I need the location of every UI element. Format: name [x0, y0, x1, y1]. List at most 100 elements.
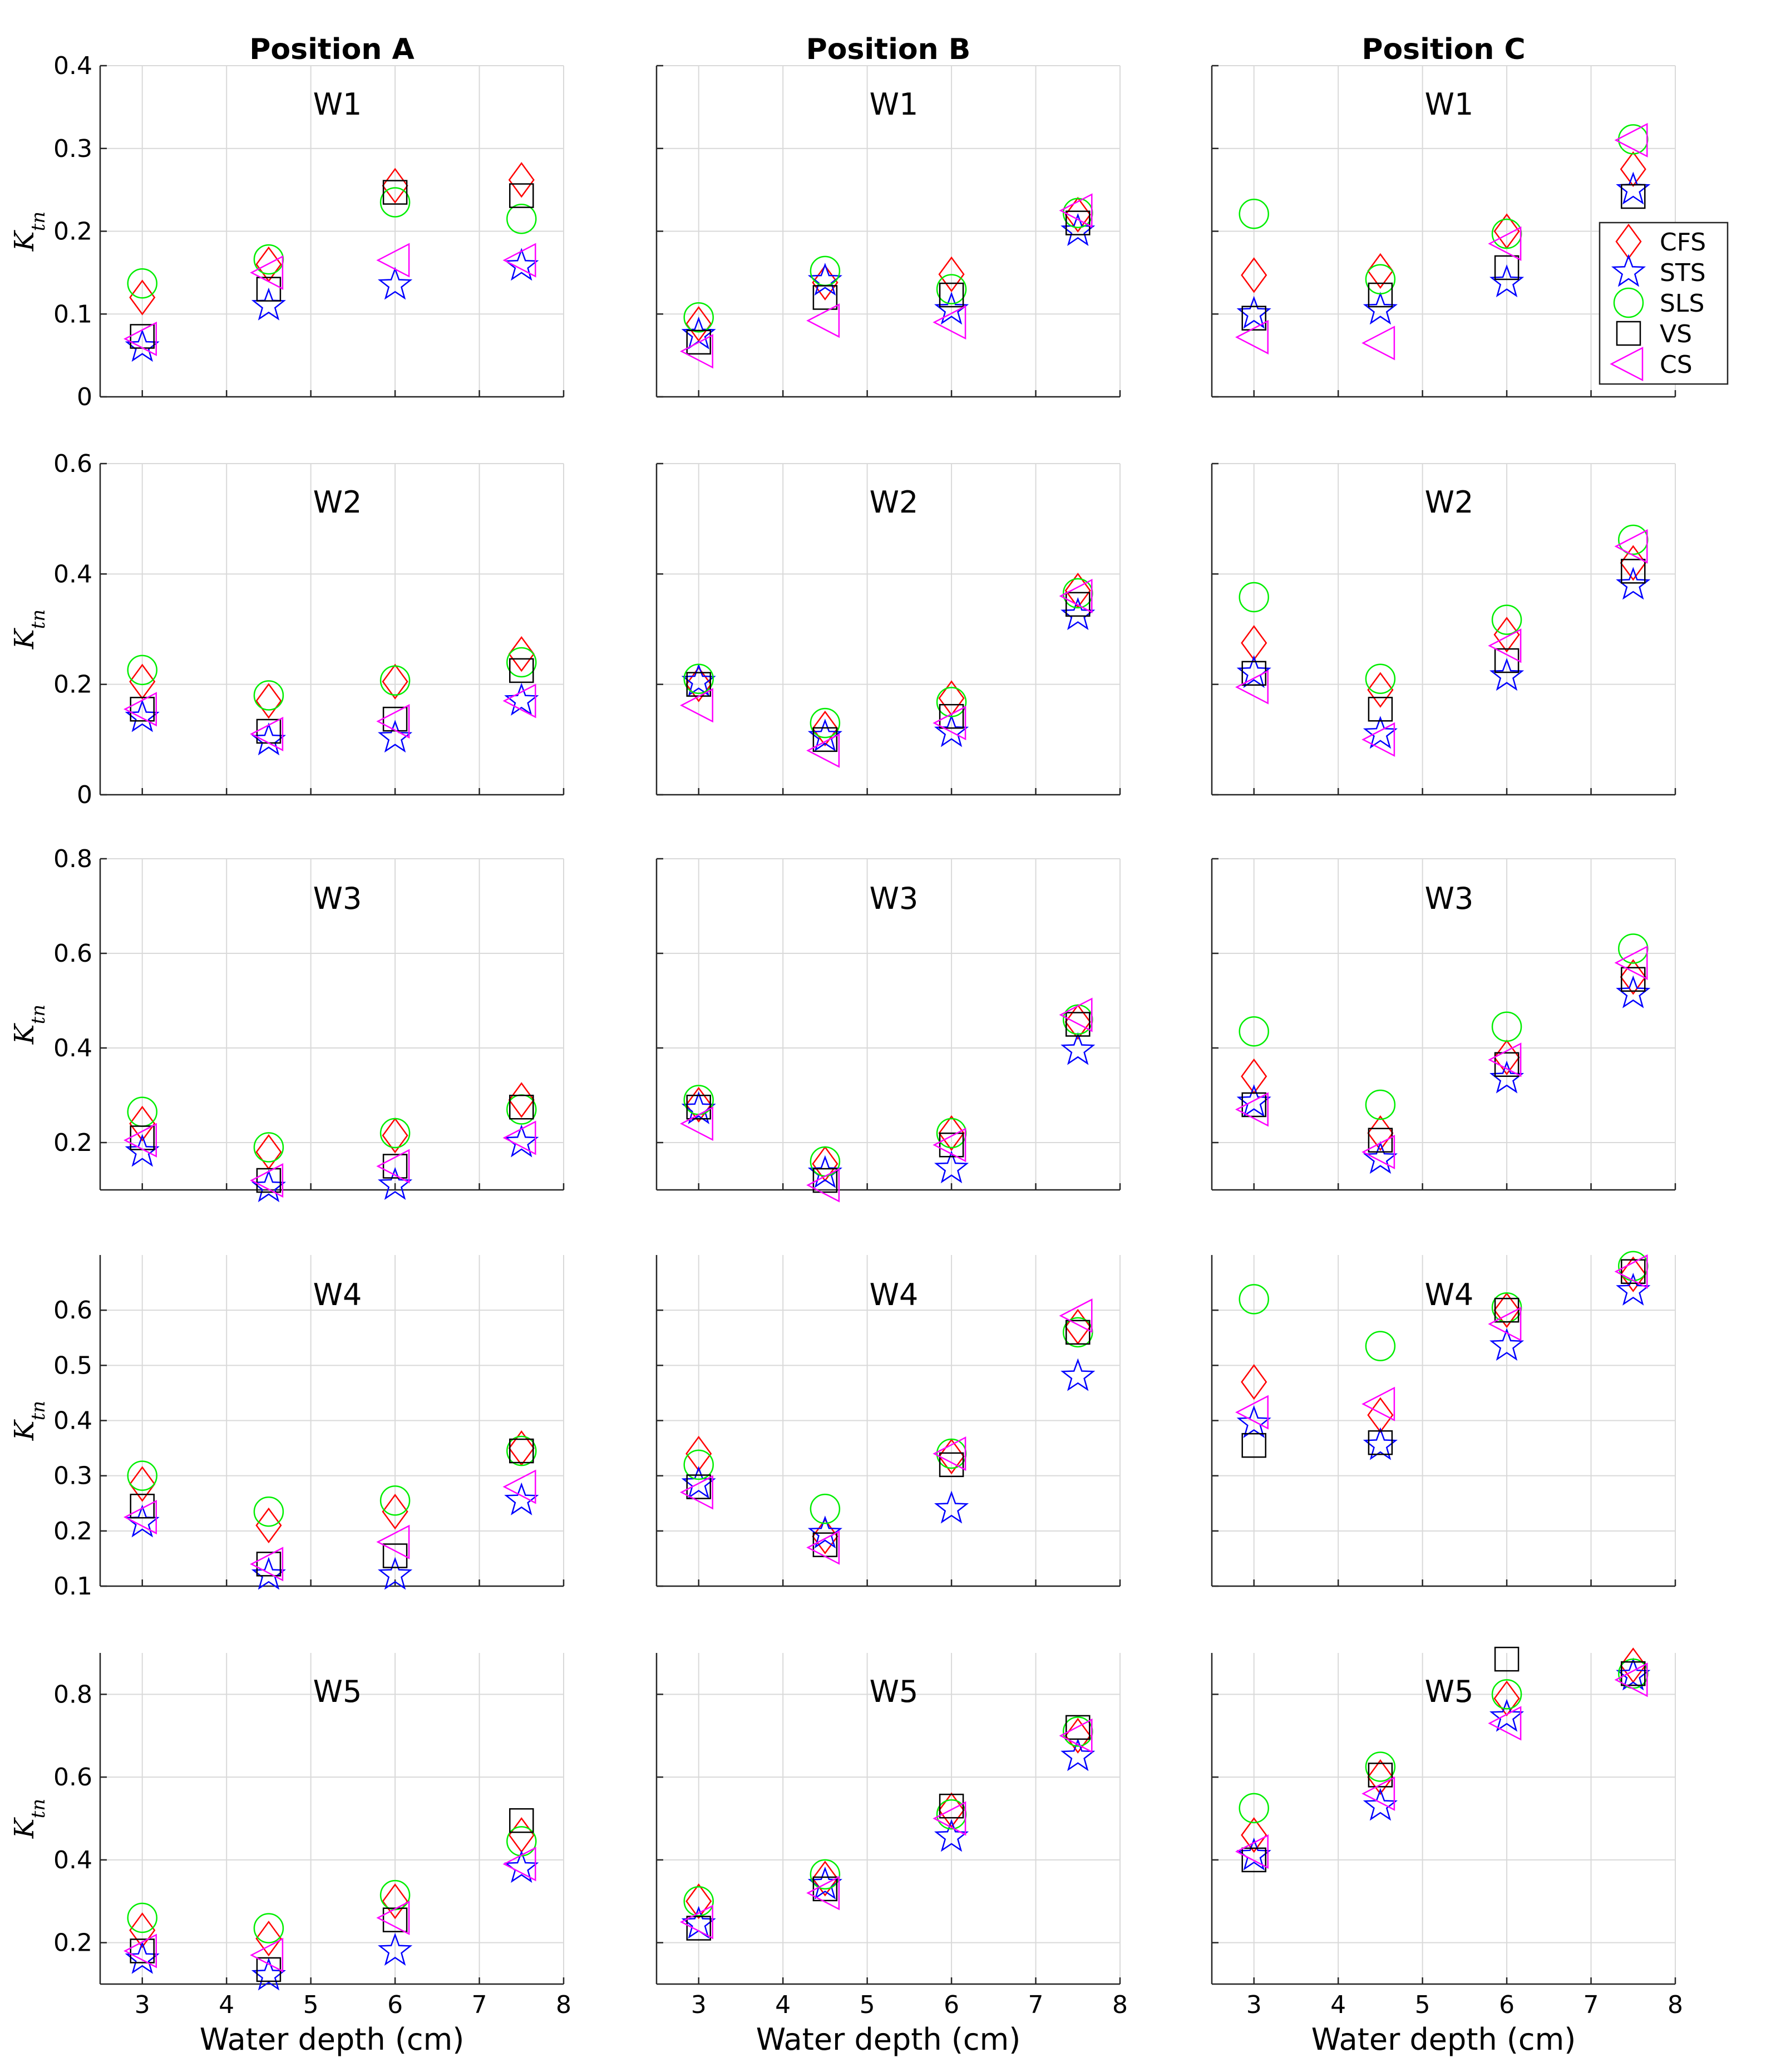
x-axis-label: Water depth (cm)	[1311, 2022, 1576, 2057]
x-tick-label: 7	[1583, 1991, 1599, 2019]
marker-sts	[681, 316, 716, 350]
wave-label: W3	[1425, 881, 1474, 916]
marker-vs	[939, 1452, 964, 1478]
marker-vs	[686, 329, 711, 355]
y-tick-label: 0.2	[53, 1129, 92, 1157]
marker-cfs	[1493, 1039, 1520, 1076]
marker-vs	[812, 285, 838, 310]
marker-sts	[934, 1490, 969, 1524]
panel-1-2: Position B W1	[655, 33, 1121, 398]
marker-cfs	[129, 279, 156, 316]
marker-cs	[502, 683, 536, 718]
marker-vs	[1065, 592, 1091, 617]
y-tick-label: 0.6	[53, 450, 92, 478]
marker-sts	[807, 1515, 842, 1549]
marker-cs	[1361, 326, 1395, 361]
marker-sls	[1239, 1016, 1269, 1047]
marker-cs	[1361, 722, 1395, 757]
marker-cfs	[1367, 1397, 1394, 1433]
panel-1-1: 0 0.1 0.2 0.3 0.4 Position A W1 Ktn	[9, 33, 565, 411]
marker-cs	[1361, 1134, 1395, 1170]
marker-sts	[251, 1169, 286, 1203]
marker-vs	[686, 1474, 711, 1499]
marker-cfs	[255, 683, 282, 719]
legend-label-vs: VS	[1660, 320, 1692, 348]
marker-sls	[253, 1132, 284, 1163]
panel-5-3: 3 4 5 6 7 8 Water depth (cm) W5	[1211, 1646, 1683, 2057]
x-tick-label: 8	[556, 1991, 571, 2019]
marker-sts	[251, 722, 286, 756]
panel-3-1: 0.2 0.4 0.6 0.8 W3 Ktn	[9, 845, 565, 1203]
wave-label: W4	[1425, 1277, 1474, 1312]
marker-vs	[509, 1808, 534, 1833]
marker-cs	[124, 692, 157, 727]
marker-vs	[256, 277, 282, 302]
marker-cs	[806, 733, 840, 768]
marker-vs	[812, 1168, 838, 1193]
wave-label: W1	[313, 87, 362, 122]
marker-cs	[680, 1106, 713, 1141]
marker-cs	[124, 321, 157, 356]
marker-vs	[256, 1168, 282, 1193]
marker-cs	[933, 305, 966, 340]
marker-sls	[810, 255, 841, 287]
marker-cs	[1361, 1776, 1395, 1811]
marker-cs	[1235, 670, 1269, 705]
y-axis-label: Ktn	[9, 1401, 50, 1441]
marker-cfs	[685, 666, 712, 702]
marker-cs	[933, 1801, 966, 1836]
x-tick-label: 7	[1028, 1991, 1044, 2019]
marker-sls	[1365, 264, 1396, 295]
legend-marker-sls	[1613, 287, 1644, 318]
panel-4-3: W4	[1211, 1251, 1676, 1587]
legend-marker-vs	[1616, 321, 1641, 346]
y-tick-label: 0.8	[53, 845, 92, 873]
y-tick-label: 0.2	[53, 1517, 92, 1546]
marker-vs	[1241, 661, 1266, 686]
marker-sls	[1239, 1793, 1269, 1824]
marker-cs	[250, 255, 284, 290]
wave-label: W3	[313, 881, 362, 916]
x-tick-label: 3	[1246, 1991, 1262, 2019]
marker-sls	[1063, 198, 1093, 229]
marker-cfs	[129, 663, 156, 700]
wave-label: W4	[870, 1277, 919, 1312]
marker-cfs	[1493, 1292, 1520, 1328]
marker-sts	[1363, 1141, 1398, 1174]
marker-sls	[1239, 199, 1269, 229]
marker-cs	[1361, 1386, 1395, 1421]
marker-cfs	[255, 1921, 282, 1957]
marker-cs	[680, 1475, 713, 1510]
y-axis-label-sub: tn	[27, 609, 50, 629]
marker-cfs	[1241, 1817, 1267, 1853]
marker-sls	[936, 274, 967, 304]
marker-sls	[683, 302, 714, 333]
wave-label: W1	[870, 87, 919, 122]
marker-sts	[1060, 1358, 1096, 1391]
marker-cs	[1488, 226, 1522, 261]
wave-label: W4	[313, 1277, 362, 1312]
x-tick-label: 7	[472, 1991, 487, 2019]
marker-sts	[504, 682, 539, 716]
y-tick-label: 0.1	[53, 300, 92, 328]
marker-cs	[1614, 945, 1648, 981]
marker-sls	[1491, 1679, 1522, 1710]
marker-cs	[376, 243, 410, 278]
marker-sts	[807, 263, 842, 296]
marker-cs	[502, 1469, 536, 1504]
marker-sls	[127, 268, 157, 299]
marker-vs	[1621, 1661, 1646, 1686]
panel-4-1: 0.1 0.2 0.3 0.4 0.5 0.6 W4 Ktn	[9, 1255, 565, 1601]
marker-cfs	[129, 1912, 156, 1948]
marker-sls	[506, 1435, 537, 1466]
x-tick-label: 8	[1668, 1991, 1683, 2019]
marker-cs	[1488, 1042, 1522, 1077]
panel-3-2: W3	[655, 858, 1121, 1203]
marker-cs	[1488, 1306, 1522, 1342]
marker-sts	[1363, 716, 1398, 749]
marker-cfs	[1064, 1308, 1091, 1345]
marker-cs	[680, 334, 713, 369]
marker-cfs	[938, 1438, 965, 1475]
legend-marker-cfs	[1615, 223, 1642, 260]
y-tick-label: 0.2	[53, 671, 92, 699]
